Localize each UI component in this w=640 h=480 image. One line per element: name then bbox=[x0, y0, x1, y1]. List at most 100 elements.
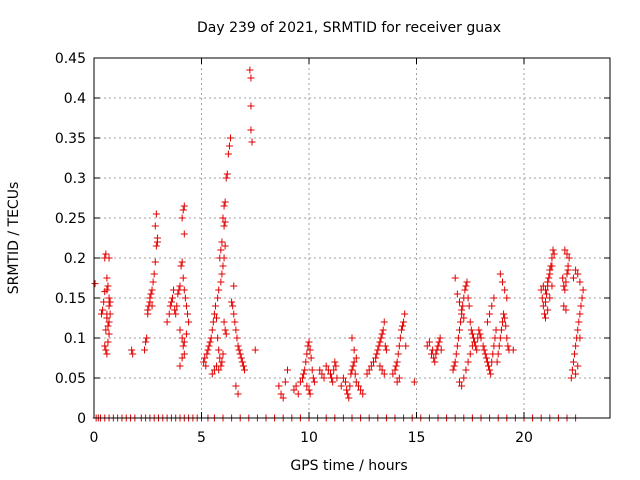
data-point bbox=[400, 318, 408, 326]
data-point bbox=[480, 346, 488, 354]
data-point bbox=[105, 302, 113, 310]
data-point bbox=[487, 370, 495, 378]
data-point bbox=[102, 326, 110, 334]
data-point bbox=[327, 370, 334, 378]
data-point bbox=[176, 362, 184, 370]
data-point bbox=[544, 306, 552, 314]
data-point bbox=[180, 230, 188, 238]
data-point bbox=[468, 330, 476, 338]
data-point bbox=[221, 218, 229, 226]
data-point bbox=[152, 242, 160, 250]
data-point bbox=[423, 342, 431, 350]
data-point bbox=[224, 150, 232, 158]
grid-lines bbox=[94, 58, 610, 418]
data-point bbox=[496, 334, 504, 342]
data-point bbox=[539, 302, 547, 310]
y-tick-label: 0 bbox=[77, 411, 86, 427]
data-point bbox=[105, 294, 113, 302]
data-point bbox=[331, 358, 339, 366]
data-point bbox=[499, 278, 506, 286]
data-point bbox=[352, 354, 360, 362]
data-point bbox=[91, 280, 99, 288]
data-point bbox=[106, 298, 114, 306]
data-point bbox=[215, 366, 223, 374]
data-point bbox=[459, 302, 467, 310]
data-point bbox=[247, 74, 255, 82]
data-point bbox=[207, 334, 215, 342]
data-point bbox=[372, 354, 380, 362]
data-point bbox=[178, 214, 186, 222]
data-point bbox=[540, 310, 548, 318]
data-point bbox=[239, 362, 247, 370]
data-point bbox=[500, 310, 508, 318]
data-point bbox=[393, 378, 401, 386]
data-point bbox=[370, 358, 377, 366]
data-point bbox=[105, 254, 113, 262]
data-point bbox=[464, 358, 472, 366]
data-point bbox=[486, 366, 494, 374]
data-point bbox=[214, 334, 222, 342]
data-point bbox=[351, 370, 359, 378]
data-point bbox=[142, 338, 150, 346]
data-point bbox=[345, 394, 353, 402]
data-point bbox=[373, 350, 381, 358]
data-point bbox=[495, 342, 503, 350]
data-point bbox=[431, 358, 439, 366]
data-point bbox=[103, 286, 111, 294]
data-point bbox=[357, 386, 365, 394]
data-point bbox=[454, 334, 462, 342]
data-point bbox=[450, 362, 458, 370]
data-point bbox=[294, 390, 302, 398]
data-point bbox=[349, 362, 357, 370]
data-point bbox=[104, 282, 112, 290]
data-point bbox=[105, 330, 113, 338]
data-point bbox=[151, 222, 159, 230]
data-point bbox=[232, 326, 240, 334]
data-point bbox=[560, 282, 568, 290]
data-point bbox=[571, 350, 579, 358]
y-tick-label: 0.05 bbox=[55, 371, 86, 387]
data-point bbox=[451, 358, 459, 366]
data-point bbox=[504, 342, 512, 350]
data-point bbox=[481, 350, 489, 358]
data-point bbox=[238, 358, 246, 366]
data-point bbox=[378, 366, 386, 374]
data-point bbox=[456, 298, 463, 306]
data-point bbox=[346, 382, 354, 390]
data-point bbox=[560, 302, 568, 310]
data-point bbox=[201, 354, 209, 362]
data-point bbox=[549, 246, 557, 254]
data-point bbox=[231, 318, 239, 326]
data-point bbox=[203, 350, 211, 358]
data-point bbox=[565, 254, 573, 262]
data-point bbox=[174, 290, 182, 298]
y-tick-label: 0.25 bbox=[55, 211, 86, 227]
data-point bbox=[233, 334, 241, 342]
data-point bbox=[320, 374, 328, 382]
data-point bbox=[330, 366, 338, 374]
data-point bbox=[464, 294, 472, 302]
data-point bbox=[144, 306, 152, 314]
data-point bbox=[100, 298, 108, 306]
data-point bbox=[143, 334, 151, 342]
data-point bbox=[574, 270, 582, 278]
data-point bbox=[576, 310, 584, 318]
data-point bbox=[316, 366, 324, 374]
data-point bbox=[179, 342, 187, 350]
data-point bbox=[451, 274, 459, 282]
data-point bbox=[222, 330, 230, 338]
data-point bbox=[308, 366, 316, 374]
data-point bbox=[374, 346, 382, 354]
data-point bbox=[342, 378, 350, 386]
data-point bbox=[104, 338, 112, 346]
data-point bbox=[399, 322, 407, 330]
data-point bbox=[172, 310, 180, 318]
data-point bbox=[350, 346, 358, 354]
data-point bbox=[305, 386, 313, 394]
data-points bbox=[91, 66, 587, 422]
data-point bbox=[220, 222, 228, 230]
data-point bbox=[221, 242, 229, 250]
data-point bbox=[333, 374, 341, 382]
data-point bbox=[577, 302, 585, 310]
data-point bbox=[393, 358, 401, 366]
